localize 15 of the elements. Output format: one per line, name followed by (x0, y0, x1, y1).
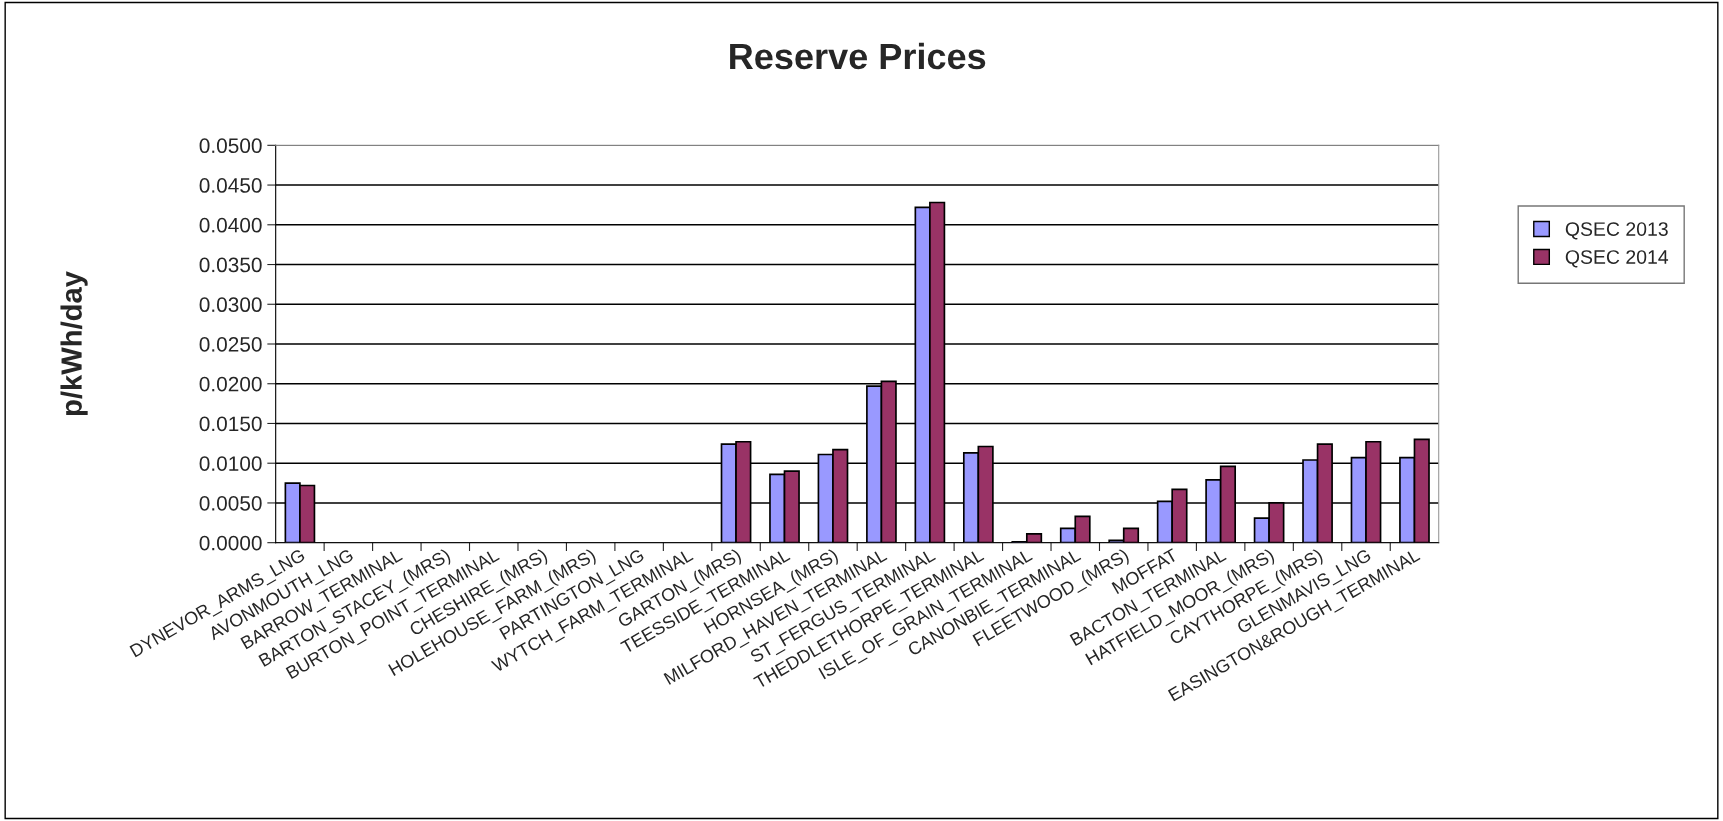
legend-label: QSEC 2013 (1565, 222, 1668, 240)
y-tick-label: 0.0000 (199, 535, 262, 551)
legend-label: QSEC 2014 (1565, 250, 1669, 268)
y-tick-label: 0.0350 (199, 257, 262, 273)
y-tick-label: 0.0500 (199, 138, 262, 154)
y-axis-title: p/kWh/day (60, 271, 88, 415)
y-tick-label: 0.0250 (199, 337, 262, 352)
chart-title: Reserve Prices (730, 42, 986, 70)
y-tick-label: 0.0400 (199, 217, 262, 233)
y-tick-label: 0.0100 (199, 456, 262, 471)
y-tick-label: 0.0450 (199, 178, 262, 193)
y-tick-label: 0.0150 (199, 416, 262, 432)
y-tick-label: 0.0050 (199, 495, 262, 511)
y-tick-label: 0.0300 (199, 297, 262, 313)
y-tick-label: 0.0200 (199, 376, 262, 392)
